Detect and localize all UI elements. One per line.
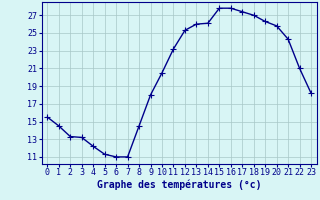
X-axis label: Graphe des températures (°c): Graphe des températures (°c) (97, 180, 261, 190)
